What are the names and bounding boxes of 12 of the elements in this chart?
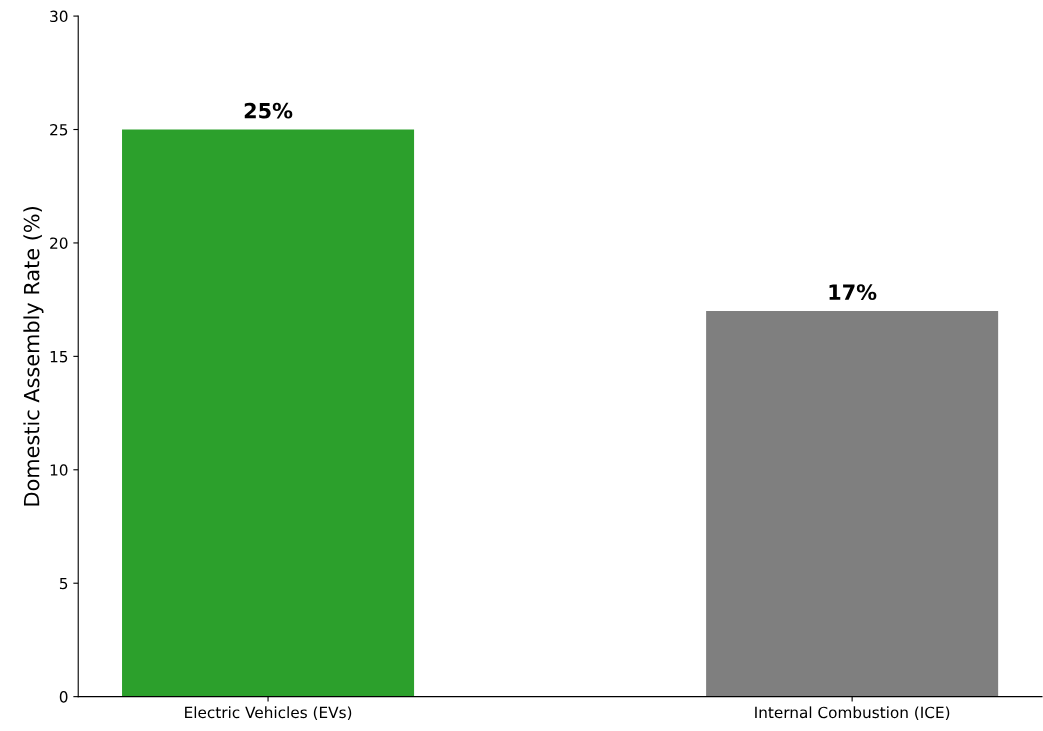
data-label: 17%: [829, 284, 877, 301]
y-tick-label: 25: [50, 123, 68, 136]
x-tick-label: Electric Vehicles (EVs): [185, 706, 352, 720]
y-tick-label: 10: [50, 464, 68, 476]
y-tick-label: 30: [50, 10, 68, 23]
y-tick-label: 0: [59, 691, 68, 703]
y-tick-label: 5: [59, 577, 68, 590]
data-label: 25%: [244, 102, 293, 119]
x-tick-label: Internal Combustion (ICE): [755, 706, 950, 720]
y-axis-title: Domestic Assembly Rate (%): [23, 207, 44, 506]
y-tick-label: 15: [50, 351, 68, 363]
y-tick-label: 20: [50, 237, 68, 249]
